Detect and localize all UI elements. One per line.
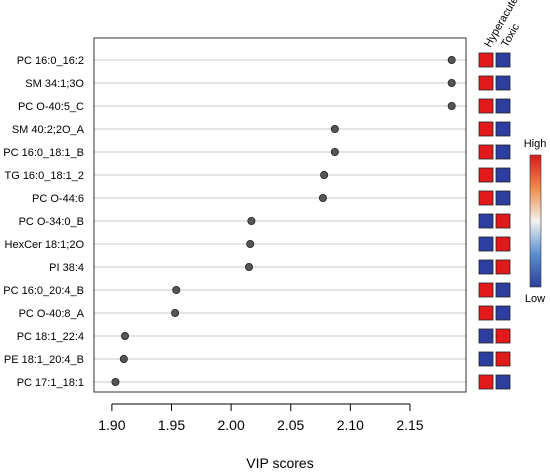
heat-cell — [495, 351, 511, 367]
x-tick-label: 1.95 — [158, 417, 185, 433]
plot-frame — [93, 37, 467, 393]
colorbar — [529, 154, 542, 288]
category-label: PI 38:4 — [49, 262, 84, 274]
colorbar-high-label: High — [524, 138, 547, 150]
heat-cell — [478, 121, 494, 137]
heat-cell — [495, 328, 511, 344]
category-label: SM 40:2;2O_A — [12, 124, 85, 136]
heat-cell — [495, 190, 511, 206]
data-point — [244, 262, 253, 271]
heat-cell — [478, 374, 494, 390]
data-point — [330, 147, 339, 156]
data-point — [171, 308, 180, 317]
gridlines — [94, 59, 466, 383]
heat-cell — [495, 121, 511, 137]
heat-cell — [478, 213, 494, 229]
data-point — [121, 331, 130, 340]
heat-cell — [478, 282, 494, 298]
data-point — [320, 170, 329, 179]
heat-cell — [478, 351, 494, 367]
heatmap-cells — [478, 52, 511, 390]
heat-cell — [495, 374, 511, 390]
category-label: PC O-40:8_A — [19, 308, 85, 320]
heat-cell — [478, 236, 494, 252]
x-axis-title: VIP scores — [246, 455, 313, 471]
heat-cell — [478, 167, 494, 183]
heat-cell — [495, 52, 511, 68]
data-point — [246, 239, 255, 248]
data-point — [330, 125, 339, 134]
heat-cell — [495, 305, 511, 321]
heat-cell — [495, 236, 511, 252]
heat-cell — [495, 144, 511, 160]
data-point — [447, 102, 456, 111]
category-label: PC O-40:5_C — [18, 101, 84, 113]
category-label: PC 18:1_22:4 — [17, 331, 84, 343]
category-label: PC O-44:6 — [32, 193, 84, 205]
heat-cell — [495, 75, 511, 91]
heat-cell — [495, 98, 511, 114]
data-point — [318, 193, 327, 202]
heat-cell — [478, 75, 494, 91]
category-label: PC O-34:0_B — [19, 216, 84, 228]
x-axis: 1.90 1.95 2.00 2.05 2.10 2.15 — [98, 403, 424, 433]
data-point — [119, 354, 128, 363]
category-label: PC 17:1_18:1 — [17, 377, 84, 389]
category-label: TG 16:0_18:1_2 — [4, 170, 84, 182]
data-point — [172, 285, 181, 294]
colorbar-legend: High Low — [524, 138, 547, 305]
category-label: SM 34:1;3O — [25, 78, 84, 90]
data-point — [447, 56, 456, 65]
heat-cell — [478, 328, 494, 344]
category-labels: PC 16:0_16:2 SM 34:1;3O PC O-40:5_C SM 40:2… — [3, 55, 84, 389]
heat-cell — [478, 305, 494, 321]
x-tick-label: 2.00 — [217, 417, 244, 433]
category-label: PC 16:0_20:4_B — [3, 285, 84, 297]
heat-cell — [495, 259, 511, 275]
x-tick-label: 2.10 — [337, 417, 364, 433]
heat-cell — [478, 98, 494, 114]
heat-cell — [495, 167, 511, 183]
heat-cell — [478, 190, 494, 206]
x-tick-label: 2.05 — [277, 417, 304, 433]
category-label: PC 16:0_18:1_B — [3, 147, 84, 159]
data-point — [111, 377, 120, 386]
heat-cell — [478, 144, 494, 160]
data-point — [447, 79, 456, 88]
colorbar-low-label: Low — [525, 293, 545, 305]
x-tick-label: 1.90 — [98, 417, 125, 433]
heat-cell — [495, 282, 511, 298]
x-tick-label: 2.15 — [396, 417, 423, 433]
heat-cell — [478, 52, 494, 68]
data-points — [111, 56, 456, 386]
category-label: PC 16:0_16:2 — [17, 55, 84, 67]
category-label: HexCer 18:1;2O — [5, 239, 85, 251]
data-point — [247, 216, 256, 225]
heat-cell — [478, 259, 494, 275]
category-label: PE 18:1_20:4_B — [4, 354, 84, 366]
heat-cell — [495, 213, 511, 229]
